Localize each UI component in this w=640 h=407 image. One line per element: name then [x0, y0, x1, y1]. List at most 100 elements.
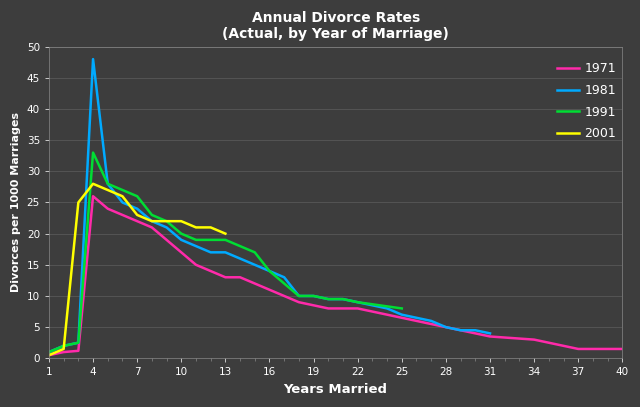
1991: [104, 182, 111, 186]
2001: [207, 225, 214, 230]
1981: [45, 350, 52, 354]
1981: [457, 328, 465, 333]
1981: [324, 297, 332, 302]
1971: [236, 275, 244, 280]
1971: [310, 303, 317, 308]
1981: [266, 269, 273, 274]
1981: [163, 225, 170, 230]
1991: [163, 219, 170, 223]
1991: [398, 306, 406, 311]
1971: [207, 269, 214, 274]
Title: Annual Divorce Rates
(Actual, by Year of Marriage): Annual Divorce Rates (Actual, by Year of…: [222, 11, 449, 42]
1981: [413, 315, 420, 320]
1981: [104, 182, 111, 186]
1971: [398, 315, 406, 320]
1991: [192, 237, 200, 242]
1991: [339, 297, 347, 302]
2001: [45, 353, 52, 358]
1991: [221, 237, 229, 242]
1971: [383, 312, 391, 317]
Line: 1971: 1971: [49, 196, 622, 355]
2001: [89, 182, 97, 186]
1971: [295, 300, 303, 305]
1991: [324, 297, 332, 302]
1971: [442, 325, 450, 330]
1981: [74, 340, 82, 345]
2001: [177, 219, 185, 223]
1981: [295, 293, 303, 298]
Line: 1981: 1981: [49, 59, 490, 352]
1981: [177, 237, 185, 242]
1981: [310, 293, 317, 298]
2001: [192, 225, 200, 230]
1981: [280, 275, 288, 280]
2001: [60, 346, 67, 351]
1971: [133, 219, 141, 223]
1971: [574, 346, 582, 351]
1971: [354, 306, 362, 311]
1971: [74, 348, 82, 353]
1971: [486, 334, 494, 339]
1971: [618, 346, 626, 351]
1971: [369, 309, 376, 314]
1971: [192, 263, 200, 267]
1981: [133, 206, 141, 211]
1971: [457, 328, 465, 333]
1981: [472, 328, 479, 333]
1991: [295, 293, 303, 298]
1971: [89, 194, 97, 199]
2001: [118, 194, 126, 199]
1991: [251, 250, 259, 255]
1991: [280, 281, 288, 286]
1981: [89, 57, 97, 61]
1971: [472, 331, 479, 336]
1991: [45, 350, 52, 354]
1981: [60, 344, 67, 348]
1981: [369, 303, 376, 308]
Legend: 1971, 1981, 1991, 2001: 1971, 1981, 1991, 2001: [557, 62, 616, 140]
2001: [74, 200, 82, 205]
Line: 1991: 1991: [49, 153, 402, 352]
X-axis label: Years Married: Years Married: [284, 383, 388, 396]
1991: [236, 244, 244, 249]
1971: [163, 237, 170, 242]
1991: [133, 194, 141, 199]
1971: [413, 318, 420, 323]
1991: [60, 344, 67, 348]
1991: [207, 237, 214, 242]
1971: [45, 353, 52, 358]
1991: [118, 188, 126, 193]
2001: [221, 231, 229, 236]
1971: [280, 293, 288, 298]
Y-axis label: Divorces per 1000 Marriages: Divorces per 1000 Marriages: [11, 112, 21, 293]
1971: [148, 225, 156, 230]
1971: [104, 206, 111, 211]
1981: [428, 318, 435, 323]
1991: [310, 293, 317, 298]
1971: [251, 281, 259, 286]
2001: [163, 219, 170, 223]
1991: [354, 300, 362, 305]
2001: [148, 219, 156, 223]
1971: [324, 306, 332, 311]
1971: [177, 250, 185, 255]
Line: 2001: 2001: [49, 184, 225, 355]
1981: [192, 244, 200, 249]
2001: [104, 188, 111, 193]
1991: [177, 231, 185, 236]
1981: [486, 331, 494, 336]
1971: [266, 287, 273, 292]
1981: [207, 250, 214, 255]
1981: [251, 263, 259, 267]
1991: [266, 269, 273, 274]
1971: [531, 337, 538, 342]
1991: [148, 212, 156, 217]
1991: [74, 340, 82, 345]
1971: [428, 322, 435, 326]
1971: [221, 275, 229, 280]
1971: [118, 212, 126, 217]
1981: [398, 312, 406, 317]
1981: [148, 219, 156, 223]
1971: [339, 306, 347, 311]
1981: [383, 306, 391, 311]
